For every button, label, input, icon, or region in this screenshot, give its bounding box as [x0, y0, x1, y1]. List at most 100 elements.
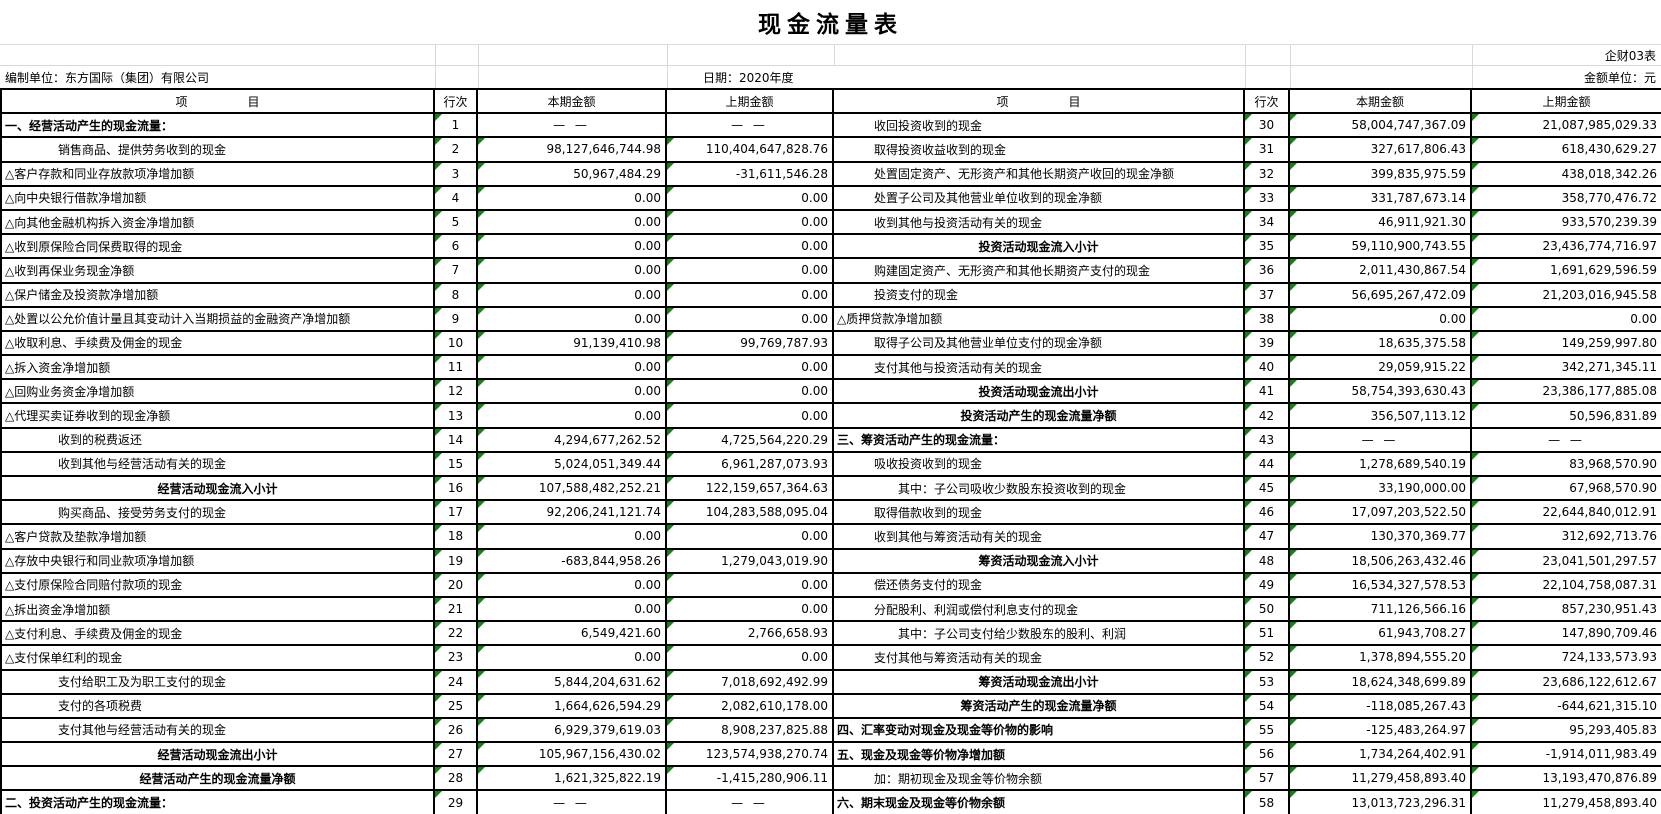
cell-current-amount[interactable]: 1,734,264,402.91 — [1290, 743, 1472, 768]
cell-current-amount[interactable]: 98,127,646,744.98 — [478, 138, 667, 163]
cell-item[interactable]: 经营活动产生的现金流量净额 — [2, 767, 435, 792]
cell-line-number[interactable]: 26 — [435, 718, 478, 744]
cell-line-number[interactable]: 34 — [1245, 210, 1290, 236]
cell-prior-amount[interactable]: 0.00 — [1472, 307, 1661, 332]
cell-current-amount[interactable]: 16,534,327,578.53 — [1290, 573, 1472, 598]
cell-prior-amount[interactable]: 0.00 — [667, 210, 834, 236]
cell-current-amount[interactable]: 46,911,921.30 — [1290, 210, 1472, 236]
cell-line-number[interactable]: 28 — [435, 767, 478, 792]
cell-item[interactable]: 处置子公司及其他营业单位收到的现金净额 — [834, 186, 1245, 211]
cell-item[interactable]: 投资支付的现金 — [834, 283, 1245, 308]
cell-prior-amount[interactable]: 104,283,588,095.04 — [667, 501, 834, 526]
cell-line-number[interactable]: 37 — [1245, 283, 1290, 308]
cell-line-number[interactable]: 20 — [435, 573, 478, 598]
cell-line-number[interactable]: 47 — [1245, 525, 1290, 550]
cell-line-number[interactable]: 43 — [1245, 428, 1290, 453]
cell-line-number[interactable]: 15 — [435, 452, 478, 477]
cell-line-number[interactable]: 56 — [1245, 743, 1290, 768]
cell-current-amount[interactable]: 0.00 — [478, 597, 667, 623]
cell-line-number[interactable]: 25 — [435, 694, 478, 719]
cell-prior-amount[interactable]: 23,386,177,885.08 — [1472, 380, 1661, 405]
cell-prior-amount[interactable]: 933,570,239.39 — [1472, 210, 1661, 236]
cell-item[interactable]: 支付其他与筹资活动有关的现金 — [834, 646, 1245, 671]
cell-current-amount[interactable]: 58,754,393,630.43 — [1290, 380, 1472, 405]
cell-current-amount[interactable]: 711,126,566.16 — [1290, 597, 1472, 623]
cell-line-number[interactable]: 31 — [1245, 138, 1290, 163]
cell-line-number[interactable]: 1 — [435, 114, 478, 139]
cell-item[interactable]: 筹资活动现金流出小计 — [834, 670, 1245, 695]
cell-current-amount[interactable]: 331,787,673.14 — [1290, 186, 1472, 211]
cell-line-number[interactable]: 48 — [1245, 549, 1290, 574]
cell-item[interactable]: △支付保单红利的现金 — [2, 646, 435, 671]
column-header-current[interactable]: 本期金额 — [1290, 90, 1472, 115]
cell-line-number[interactable]: 41 — [1245, 380, 1290, 405]
column-header-item[interactable]: 项 目 — [2, 90, 435, 115]
cell-prior-amount[interactable]: 0.00 — [667, 380, 834, 405]
cell-line-number[interactable]: 30 — [1245, 114, 1290, 139]
cell-prior-amount[interactable]: 23,436,774,716.97 — [1472, 235, 1661, 260]
cell-line-number[interactable]: 49 — [1245, 573, 1290, 598]
cell-prior-amount[interactable]: 4,725,564,220.29 — [667, 428, 834, 453]
cell-current-amount[interactable]: 11,279,458,893.40 — [1290, 767, 1472, 792]
cell-line-number[interactable]: 10 — [435, 331, 478, 357]
cell-prior-amount[interactable]: 0.00 — [667, 283, 834, 308]
cell-item[interactable]: △客户贷款及垫款净增加额 — [2, 525, 435, 550]
cell-item[interactable]: 收到其他与投资活动有关的现金 — [834, 210, 1245, 236]
cell-prior-amount[interactable]: 123,574,938,270.74 — [667, 743, 834, 768]
cell-item[interactable]: △处置以公允价值计量且其变动计入当期损益的金融资产净增加额 — [2, 307, 435, 332]
cell-prior-amount[interactable]: 21,087,985,029.33 — [1472, 114, 1661, 139]
cell-item[interactable]: 购买商品、接受劳务支付的现金 — [2, 501, 435, 526]
cell-line-number[interactable]: 17 — [435, 501, 478, 526]
cell-prior-amount[interactable]: 8,908,237,825.88 — [667, 718, 834, 744]
cell-item[interactable]: △支付原保险合同赔付款项的现金 — [2, 573, 435, 598]
cell-current-amount[interactable]: -683,844,958.26 — [478, 549, 667, 574]
cell-line-number[interactable]: 36 — [1245, 259, 1290, 284]
cell-current-amount[interactable]: 356,507,113.12 — [1290, 404, 1472, 429]
cell-prior-amount[interactable]: 0.00 — [667, 235, 834, 260]
cell-item[interactable]: △客户存款和同业存放款项净增加额 — [2, 162, 435, 187]
cell-line-number[interactable]: 23 — [435, 646, 478, 671]
cell-prior-amount[interactable]: 83,968,570.90 — [1472, 452, 1661, 477]
cell-current-amount[interactable]: 0.00 — [478, 404, 667, 429]
cell-line-number[interactable]: 53 — [1245, 670, 1290, 695]
cell-current-amount[interactable]: 4,294,677,262.52 — [478, 428, 667, 453]
cell-current-amount[interactable]: 1,664,626,594.29 — [478, 694, 667, 719]
cell-prior-amount[interactable]: 22,104,758,087.31 — [1472, 573, 1661, 598]
cell-item[interactable]: △收到再保业务现金净额 — [2, 259, 435, 284]
cell-prior-amount[interactable]: 0.00 — [667, 356, 834, 381]
cell-current-amount[interactable]: 50,967,484.29 — [478, 162, 667, 187]
cell-item[interactable]: 收回投资收到的现金 — [834, 114, 1245, 139]
cell-item[interactable]: △收取利息、手续费及佣金的现金 — [2, 331, 435, 357]
cell-current-amount[interactable]: 2,011,430,867.54 — [1290, 259, 1472, 284]
cell-current-amount[interactable]: 1,378,894,555.20 — [1290, 646, 1472, 671]
cell-current-amount[interactable]: — — — [1290, 428, 1472, 453]
cell-line-number[interactable]: 39 — [1245, 331, 1290, 357]
column-header-current[interactable]: 本期金额 — [478, 90, 667, 115]
cell-line-number[interactable]: 38 — [1245, 307, 1290, 332]
cell-line-number[interactable]: 18 — [435, 525, 478, 550]
cell-current-amount[interactable]: 5,844,204,631.62 — [478, 670, 667, 695]
cell-prior-amount[interactable]: 23,041,501,297.57 — [1472, 549, 1661, 574]
cell-current-amount[interactable]: 13,013,723,296.31 — [1290, 791, 1472, 814]
cell-current-amount[interactable]: 56,695,267,472.09 — [1290, 283, 1472, 308]
cell-current-amount[interactable]: 0.00 — [478, 646, 667, 671]
cell-prior-amount[interactable]: 122,159,657,364.63 — [667, 477, 834, 502]
cell-prior-amount[interactable]: 0.00 — [667, 404, 834, 429]
cell-prior-amount[interactable]: 1,279,043,019.90 — [667, 549, 834, 574]
cell-item[interactable]: 购建固定资产、无形资产和其他长期资产支付的现金 — [834, 259, 1245, 284]
column-header-line[interactable]: 行次 — [1245, 90, 1290, 115]
cell-item[interactable]: 筹资活动产生的现金流量净额 — [834, 694, 1245, 719]
cell-prior-amount[interactable]: 0.00 — [667, 573, 834, 598]
cell-current-amount[interactable]: 61,943,708.27 — [1290, 622, 1472, 647]
cell-item[interactable]: 五、现金及现金等价物净增加额 — [834, 743, 1245, 768]
cell-prior-amount[interactable]: 2,082,610,178.00 — [667, 694, 834, 719]
cell-line-number[interactable]: 55 — [1245, 718, 1290, 744]
cell-current-amount[interactable]: 1,278,689,540.19 — [1290, 452, 1472, 477]
cell-line-number[interactable]: 6 — [435, 235, 478, 260]
cell-item[interactable]: 一、经营活动产生的现金流量： — [2, 114, 435, 139]
cell-prior-amount[interactable]: 149,259,997.80 — [1472, 331, 1661, 357]
cell-line-number[interactable]: 46 — [1245, 501, 1290, 526]
cell-current-amount[interactable]: 92,206,241,121.74 — [478, 501, 667, 526]
cell-line-number[interactable]: 2 — [435, 138, 478, 163]
cell-line-number[interactable]: 8 — [435, 283, 478, 308]
